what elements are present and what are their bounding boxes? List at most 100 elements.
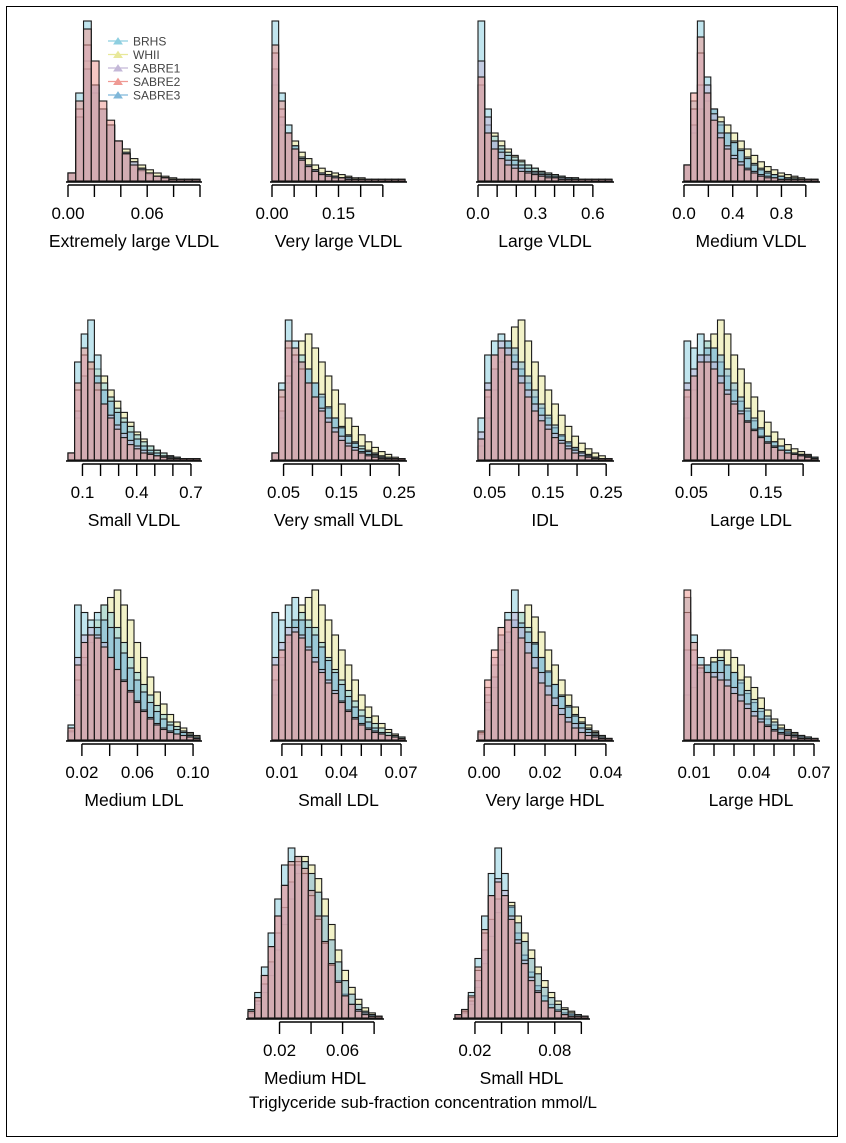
histogram-bar (140, 710, 148, 741)
histogram-bar (311, 170, 320, 182)
histogram-bar (557, 713, 566, 741)
histogram-bar (67, 172, 77, 182)
histogram-panel: 0.0 0.3 0.6 Large VLDL (466, 20, 614, 251)
legend-marker-icon (113, 64, 123, 72)
figure-x-axis-label: Triglyceride sub-fraction concentration … (248, 1093, 597, 1112)
histogram-bar (743, 421, 752, 461)
histogram-bar (126, 444, 135, 461)
histogram-bar (397, 737, 406, 741)
histogram-bar (777, 733, 786, 741)
panel-title: Medium HDL (264, 1068, 366, 1088)
histogram-bar (507, 918, 516, 1019)
histogram-bar (467, 995, 476, 1019)
histogram-bar (321, 940, 329, 1019)
histogram-bar (159, 728, 168, 741)
histogram-bar (730, 692, 739, 741)
histogram-bar (133, 701, 142, 741)
histogram-bar (804, 737, 812, 741)
histogram-bar (604, 737, 613, 741)
panel-title: Small VLDL (88, 510, 181, 530)
panel-title: Medium LDL (84, 790, 183, 810)
histogram-bar (484, 132, 492, 182)
panel-title: Very small VLDL (274, 510, 404, 530)
histogram-bar (93, 637, 102, 741)
histogram-bar (454, 1014, 463, 1019)
histogram-bar (544, 428, 553, 461)
histogram-bar (763, 177, 772, 182)
histogram-bar (377, 458, 386, 461)
legend-marker-icon (113, 37, 123, 45)
histogram-bar (797, 178, 806, 182)
histogram-bar (374, 1015, 383, 1019)
histogram-bar (377, 733, 386, 741)
histogram-bar (364, 728, 373, 741)
x-tick-label: 0.06 (131, 204, 164, 223)
histogram-bar (481, 929, 489, 1019)
histogram-bar (790, 178, 799, 182)
histogram-bar (377, 178, 386, 182)
histogram-panel: 0.05 0.15 0.25 Very small VLDL (267, 319, 416, 530)
histogram-bar (810, 458, 819, 461)
panel-title: Medium VLDL (696, 231, 807, 251)
histogram-bar (487, 895, 496, 1019)
histogram-bar (331, 177, 340, 182)
histogram-bar (357, 452, 366, 461)
histogram-bar (804, 178, 812, 182)
histogram-panel: 0.05 0.15 0.25 IDL (473, 319, 623, 530)
histogram-bar (517, 637, 526, 741)
histogram-bar (510, 368, 519, 461)
x-tick-label: 0.00 (468, 763, 501, 782)
x-tick-label: 0.00 (255, 204, 288, 223)
histogram-bar (67, 452, 76, 461)
histogram-bar (770, 446, 779, 461)
histogram-panel: 0.02 0.06 0.10 Medium LDL (65, 589, 210, 810)
histogram-bar (520, 963, 529, 1019)
histogram-bar (331, 692, 340, 741)
histogram-bar (484, 389, 492, 461)
histogram-bar (183, 178, 193, 182)
x-tick-label: 0.04 (589, 763, 622, 782)
panel-title: Extremely large VLDL (49, 231, 219, 251)
histogram-bar (113, 428, 122, 461)
histogram-bar (107, 656, 115, 741)
panel-title: Large VLDL (498, 231, 592, 251)
x-tick-label: 0.02 (528, 763, 561, 782)
histogram-panel: 0.00 0.15 Very large VLDL (255, 20, 407, 251)
x-tick-label: 0.05 (675, 483, 708, 502)
histogram-bar (524, 652, 533, 741)
histogram-bar (517, 170, 526, 182)
histogram-panel: 0.01 0.04 0.07 Small LDL (265, 589, 418, 810)
histogram-bar (357, 178, 366, 182)
histogram-bar (271, 664, 280, 741)
x-tick-label: 0.3 (524, 204, 548, 223)
histogram-bar (730, 403, 739, 461)
x-tick-label: 0.08 (538, 1041, 571, 1060)
histogram-bar (82, 28, 92, 182)
histogram-bar (810, 178, 819, 182)
histogram-bar (494, 881, 503, 1019)
histogram-bar (192, 458, 201, 461)
histogram-panel: 0.00 0.06 Extremely large VLDL (49, 20, 219, 251)
histogram-bar (557, 178, 566, 182)
histogram-bar (737, 700, 745, 741)
histogram-bar (331, 431, 340, 461)
histogram-bar (490, 148, 499, 182)
histogram-bar (547, 1007, 556, 1019)
x-tick-label: 0.04 (737, 763, 770, 782)
histogram-bar (537, 682, 546, 741)
histogram-bar (604, 178, 613, 182)
histogram-bar (584, 734, 593, 741)
histogram-bar (298, 637, 306, 741)
x-tick-label: 0.04 (325, 763, 358, 782)
histogram-bar (477, 76, 486, 182)
histogram-bar (584, 178, 593, 182)
histogram-bar (391, 178, 399, 182)
histogram-bar (584, 456, 593, 461)
histogram-bar (730, 158, 739, 182)
histogram-bar (298, 159, 306, 182)
histogram-bar (690, 641, 698, 741)
histogram-bar (294, 855, 303, 1019)
histogram-bar (271, 44, 280, 182)
histogram-bar (341, 995, 350, 1019)
